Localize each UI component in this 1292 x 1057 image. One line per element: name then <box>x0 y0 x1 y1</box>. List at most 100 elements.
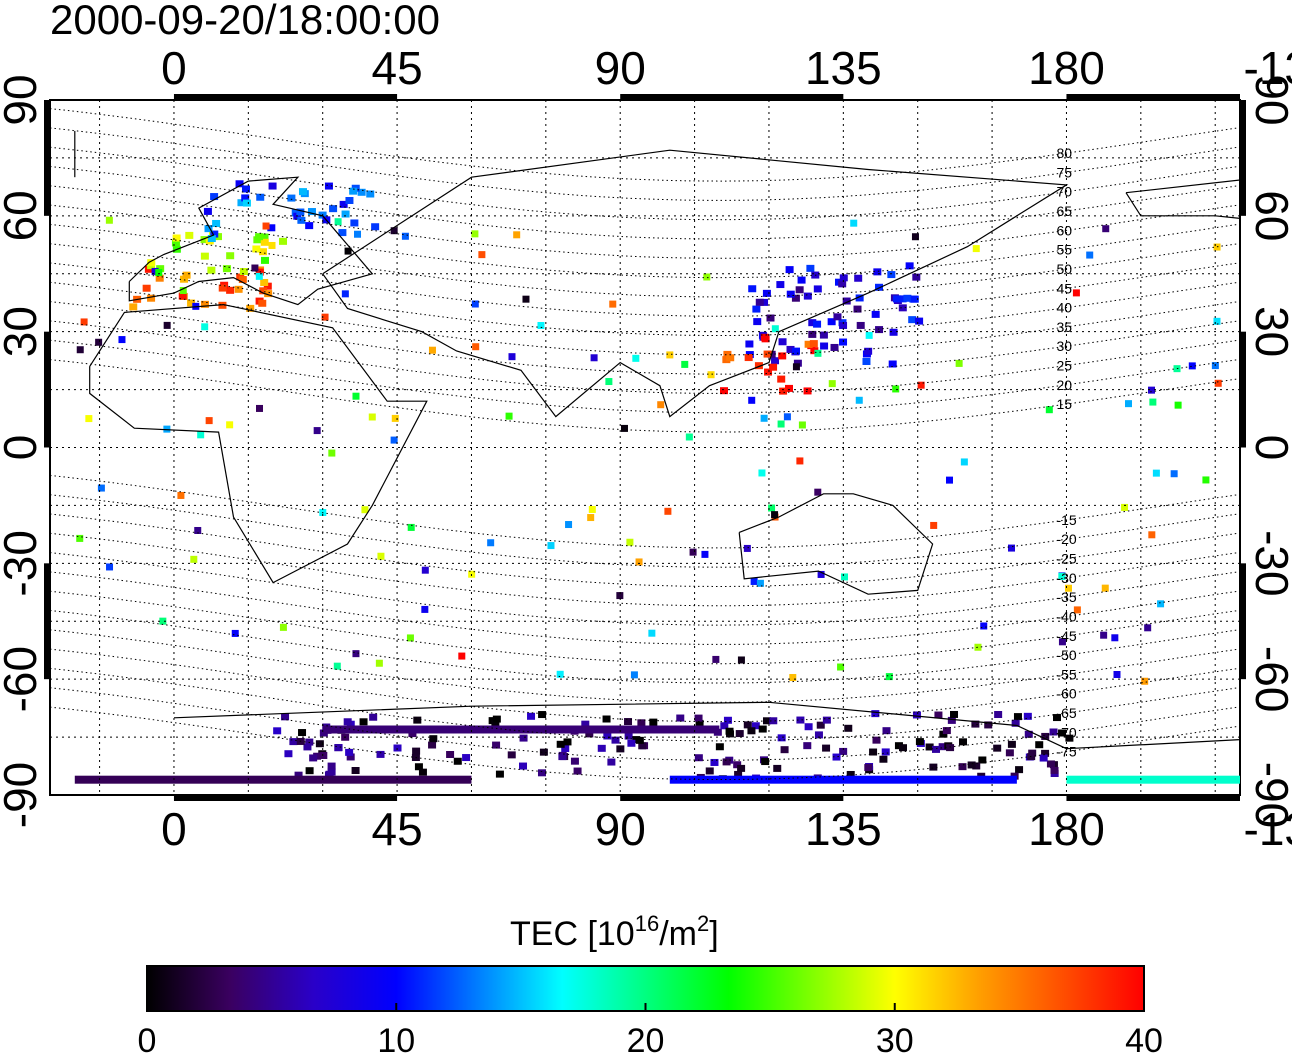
colorbar-tick-label: 20 <box>627 1022 665 1057</box>
tec-cell <box>1064 584 1072 592</box>
tec-cell <box>785 266 794 274</box>
tec-cell <box>273 727 282 735</box>
tec-cell <box>635 736 644 744</box>
tec-cell <box>319 751 328 759</box>
frame-bar-right <box>1240 563 1246 680</box>
tec-cell <box>912 711 921 719</box>
magnetic-latitude-contour <box>50 223 1240 298</box>
magnetic-latitude-contour <box>50 359 1240 433</box>
tec-cell <box>561 745 570 753</box>
magnetic-latitude-label: -55 <box>1056 666 1076 682</box>
tec-cell <box>789 674 797 682</box>
magnetic-latitude-contours <box>50 108 1240 780</box>
tec-cell <box>324 182 333 190</box>
tec-cell <box>844 724 853 732</box>
tec-cell <box>279 623 287 631</box>
tec-cell <box>602 715 611 723</box>
tec-cell <box>715 743 724 751</box>
tec-cell <box>1046 760 1055 768</box>
tec-cell <box>803 742 812 750</box>
tec-cell <box>585 730 594 738</box>
tec-cell <box>118 336 126 344</box>
tec-cell <box>950 710 959 718</box>
tec-cell <box>222 265 231 273</box>
colorbar-title-unit: /m <box>659 915 697 953</box>
tec-cell <box>862 357 871 365</box>
tec-cell <box>894 742 903 750</box>
tec-cell <box>984 721 993 729</box>
tec-cell <box>931 745 940 753</box>
tec-cell <box>885 673 893 681</box>
tec-cell <box>505 412 513 420</box>
tec-cell <box>898 295 907 303</box>
tec-cell <box>783 413 791 421</box>
left-latitude-tick-label: -60 <box>0 646 46 712</box>
tec-cell <box>808 330 817 338</box>
tec-cell <box>156 265 165 273</box>
tec-cell <box>750 577 758 585</box>
tec-cell <box>212 219 221 227</box>
tec-cell <box>315 740 324 748</box>
tec-cell <box>393 744 402 752</box>
tec-cell <box>748 396 756 404</box>
tec-cell <box>796 716 805 724</box>
tec-cell <box>915 738 924 746</box>
tec-cell <box>428 346 436 354</box>
tec-cell <box>80 318 88 326</box>
tec-cell <box>218 301 227 309</box>
tec-cell <box>758 725 767 733</box>
tec-cell <box>892 385 900 393</box>
tec-cell <box>401 232 409 240</box>
tec-cell <box>764 368 773 376</box>
colorbar-title: TEC [1016/m2] <box>510 911 719 953</box>
tec-cell <box>814 488 822 496</box>
tec-cell <box>343 718 352 726</box>
tec-cell <box>676 714 685 722</box>
tec-cell <box>925 743 934 751</box>
tec-cell <box>972 245 980 253</box>
magnetic-latitude-contour <box>50 339 1240 414</box>
tec-cell <box>1214 379 1222 387</box>
tec-cell <box>827 318 836 326</box>
tec-cell <box>210 193 219 201</box>
tec-cell <box>934 711 943 719</box>
tec-cell <box>369 713 378 721</box>
tec-cell <box>144 265 153 273</box>
tec-cell <box>994 711 1003 719</box>
tec-cell <box>745 340 754 348</box>
tec-cell <box>237 199 246 207</box>
tec-cell <box>771 357 780 365</box>
tec-cell <box>947 716 956 724</box>
magnetic-latitude-contour <box>50 629 1240 703</box>
tec-cell <box>472 343 480 351</box>
tec-cell <box>428 741 437 749</box>
tec-cell <box>756 579 764 587</box>
tec-cell <box>307 208 316 216</box>
tec-cell <box>743 544 751 552</box>
tec-cell <box>892 295 901 303</box>
tec-cell <box>289 738 298 746</box>
tec-cell <box>917 381 925 389</box>
tec-cell <box>792 363 800 371</box>
tec-cell <box>258 299 267 307</box>
tec-cell <box>798 421 806 429</box>
tec-cell <box>147 259 156 267</box>
magnetic-latitude-label: -70 <box>1056 724 1076 740</box>
tec-cell <box>795 286 804 294</box>
magnetic-latitude-label: 45 <box>1056 280 1072 296</box>
coastline <box>128 176 374 306</box>
magnetic-latitude-label: -25 <box>1056 551 1076 567</box>
magnetic-latitude-label: -65 <box>1056 705 1076 721</box>
magnetic-latitude-contour <box>50 610 1240 684</box>
magnetic-latitude-label: -50 <box>1056 647 1076 663</box>
magnetic-latitude-label: 65 <box>1056 203 1072 219</box>
tec-cell <box>814 731 823 739</box>
right-latitude-tick-label: 90 <box>1246 74 1292 125</box>
tec-cell <box>359 718 368 726</box>
tec-cell <box>325 770 334 778</box>
tec-cell <box>632 354 640 362</box>
tec-cell <box>737 764 746 772</box>
magnetic-latitude-contour <box>50 474 1240 549</box>
tec-cell <box>218 284 227 292</box>
coastline <box>173 701 1067 750</box>
